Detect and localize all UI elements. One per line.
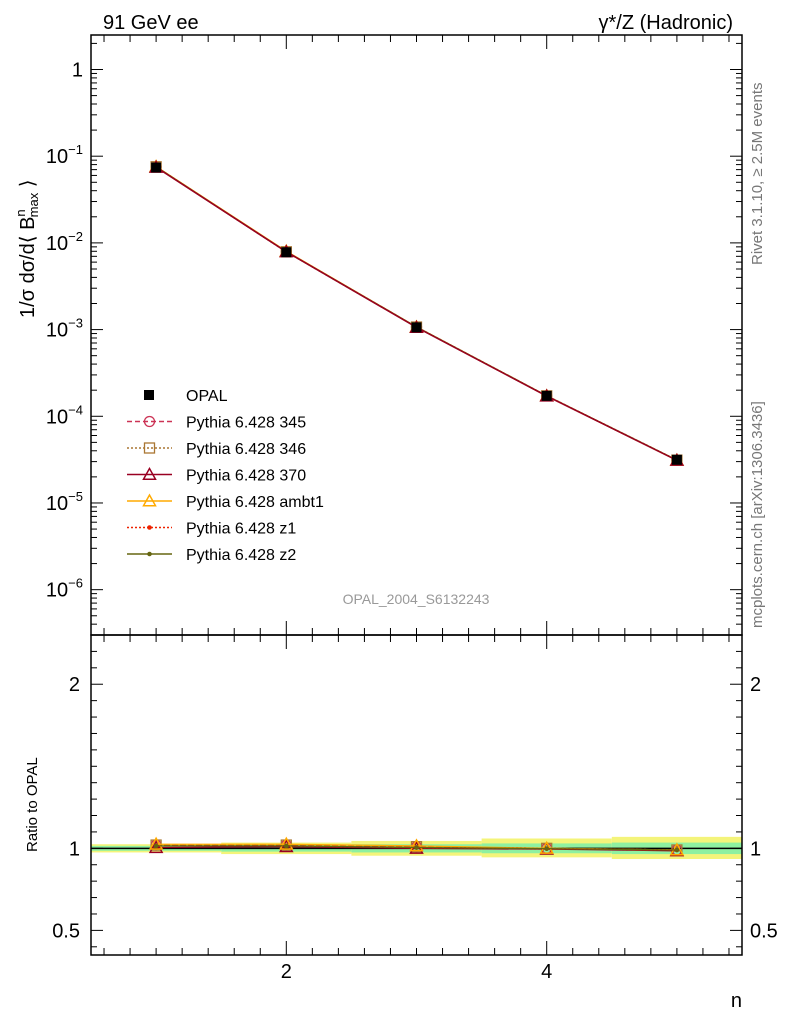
ratio-y-label: Ratio to OPAL — [24, 757, 41, 852]
header-right: γ*/Z (Hadronic) — [599, 12, 733, 34]
legend-entry: Pythia 6.428 345 — [127, 415, 306, 432]
ratio-y-tick-label-right: 2 — [750, 674, 761, 696]
main-y-tick-label: 1 — [72, 59, 83, 81]
legend-marker — [143, 442, 156, 454]
main-y-tick-label: 10−1 — [46, 142, 83, 168]
legend-marker — [144, 390, 154, 400]
ratio-y-tick-label-right: 1 — [750, 838, 761, 860]
svg-text:1/σ dσ/d⟨ Bnmax ⟩: 1/σ dσ/d⟨ Bnmax ⟩ — [13, 179, 41, 318]
main-y-tick-label: 10−6 — [46, 576, 83, 602]
main-y-tick-label: 10−3 — [46, 316, 83, 342]
legend-label: Pythia 6.428 ambt1 — [186, 494, 324, 511]
data-marker — [411, 322, 422, 333]
main-y-label: 1/σ dσ/d⟨ Bnmax ⟩ — [13, 179, 41, 318]
legend-marker — [142, 493, 157, 507]
data-marker — [544, 846, 550, 851]
legend-label: Pythia 6.428 345 — [186, 415, 306, 432]
legend: OPAL Pythia 6.428 345 Pythia 6.428 346 Pyth… — [127, 388, 324, 564]
data-marker — [409, 838, 424, 852]
data-marker — [674, 847, 680, 853]
data-marker — [153, 843, 159, 849]
ratio-series — [153, 843, 680, 853]
main-y-tick-label: 10−4 — [46, 402, 83, 428]
data-marker — [284, 843, 289, 849]
ratio-y-tick-label-left: 0.5 — [52, 920, 80, 942]
ratio-frame — [90, 634, 743, 956]
data-marker — [281, 247, 292, 258]
main-y-tick-label: 10−2 — [46, 229, 83, 255]
data-marker — [671, 454, 682, 465]
main-series — [151, 162, 682, 465]
legend-marker — [143, 415, 156, 428]
legend-entry: Pythia 6.428 ambt1 — [127, 493, 324, 511]
analysis-watermark: OPAL_2004_S6132243 — [343, 591, 490, 607]
legend-label: Pythia 6.428 z2 — [186, 547, 296, 564]
legend-label: OPAL — [186, 388, 228, 405]
ratio-panel: 0.5 0.5 1 1 2 2 2 4 — [52, 650, 778, 983]
ratio-y-tick-label-right: 0.5 — [750, 920, 778, 942]
data-marker — [279, 836, 294, 850]
data-marker — [151, 162, 162, 173]
data-marker — [539, 840, 554, 854]
legend-entry: Pythia 6.428 346 — [127, 441, 306, 458]
main-panel: 1 10−1 10−2 10−3 10−4 10−5 10−6 — [46, 35, 742, 955]
legend-entry: Pythia 6.428 z2 — [127, 547, 296, 564]
x-tick-label: 4 — [541, 961, 552, 983]
data-marker — [148, 839, 164, 854]
legend-entry: Pythia 6.428 z1 — [127, 521, 296, 538]
legend-marker — [147, 525, 152, 530]
legend-entry: OPAL — [144, 388, 228, 405]
mcplots-label: mcplots.cern.ch [arXiv:1306.3436] — [749, 401, 766, 628]
x-tick-label: 2 — [281, 961, 292, 983]
header-left: 91 GeV ee — [103, 12, 199, 34]
main-y-tick-label: 10−5 — [46, 489, 83, 515]
rivet-label: Rivet 3.1.10, ≥ 2.5M events — [749, 83, 766, 266]
main-frame — [90, 34, 743, 636]
legend-marker — [142, 466, 157, 481]
legend-marker — [147, 551, 152, 557]
legend-label: Pythia 6.428 346 — [186, 441, 306, 458]
data-marker — [148, 836, 164, 850]
ratio-y-tick-label-left: 1 — [69, 838, 80, 860]
x-axis-label: n — [731, 990, 742, 1012]
legend-label: Pythia 6.428 370 — [186, 468, 306, 485]
data-marker — [541, 390, 552, 401]
legend-entry: Pythia 6.428 370 — [127, 466, 306, 485]
data-marker — [414, 845, 419, 850]
ratio-y-tick-label-left: 2 — [69, 674, 80, 696]
legend-label: Pythia 6.428 z1 — [186, 521, 296, 538]
